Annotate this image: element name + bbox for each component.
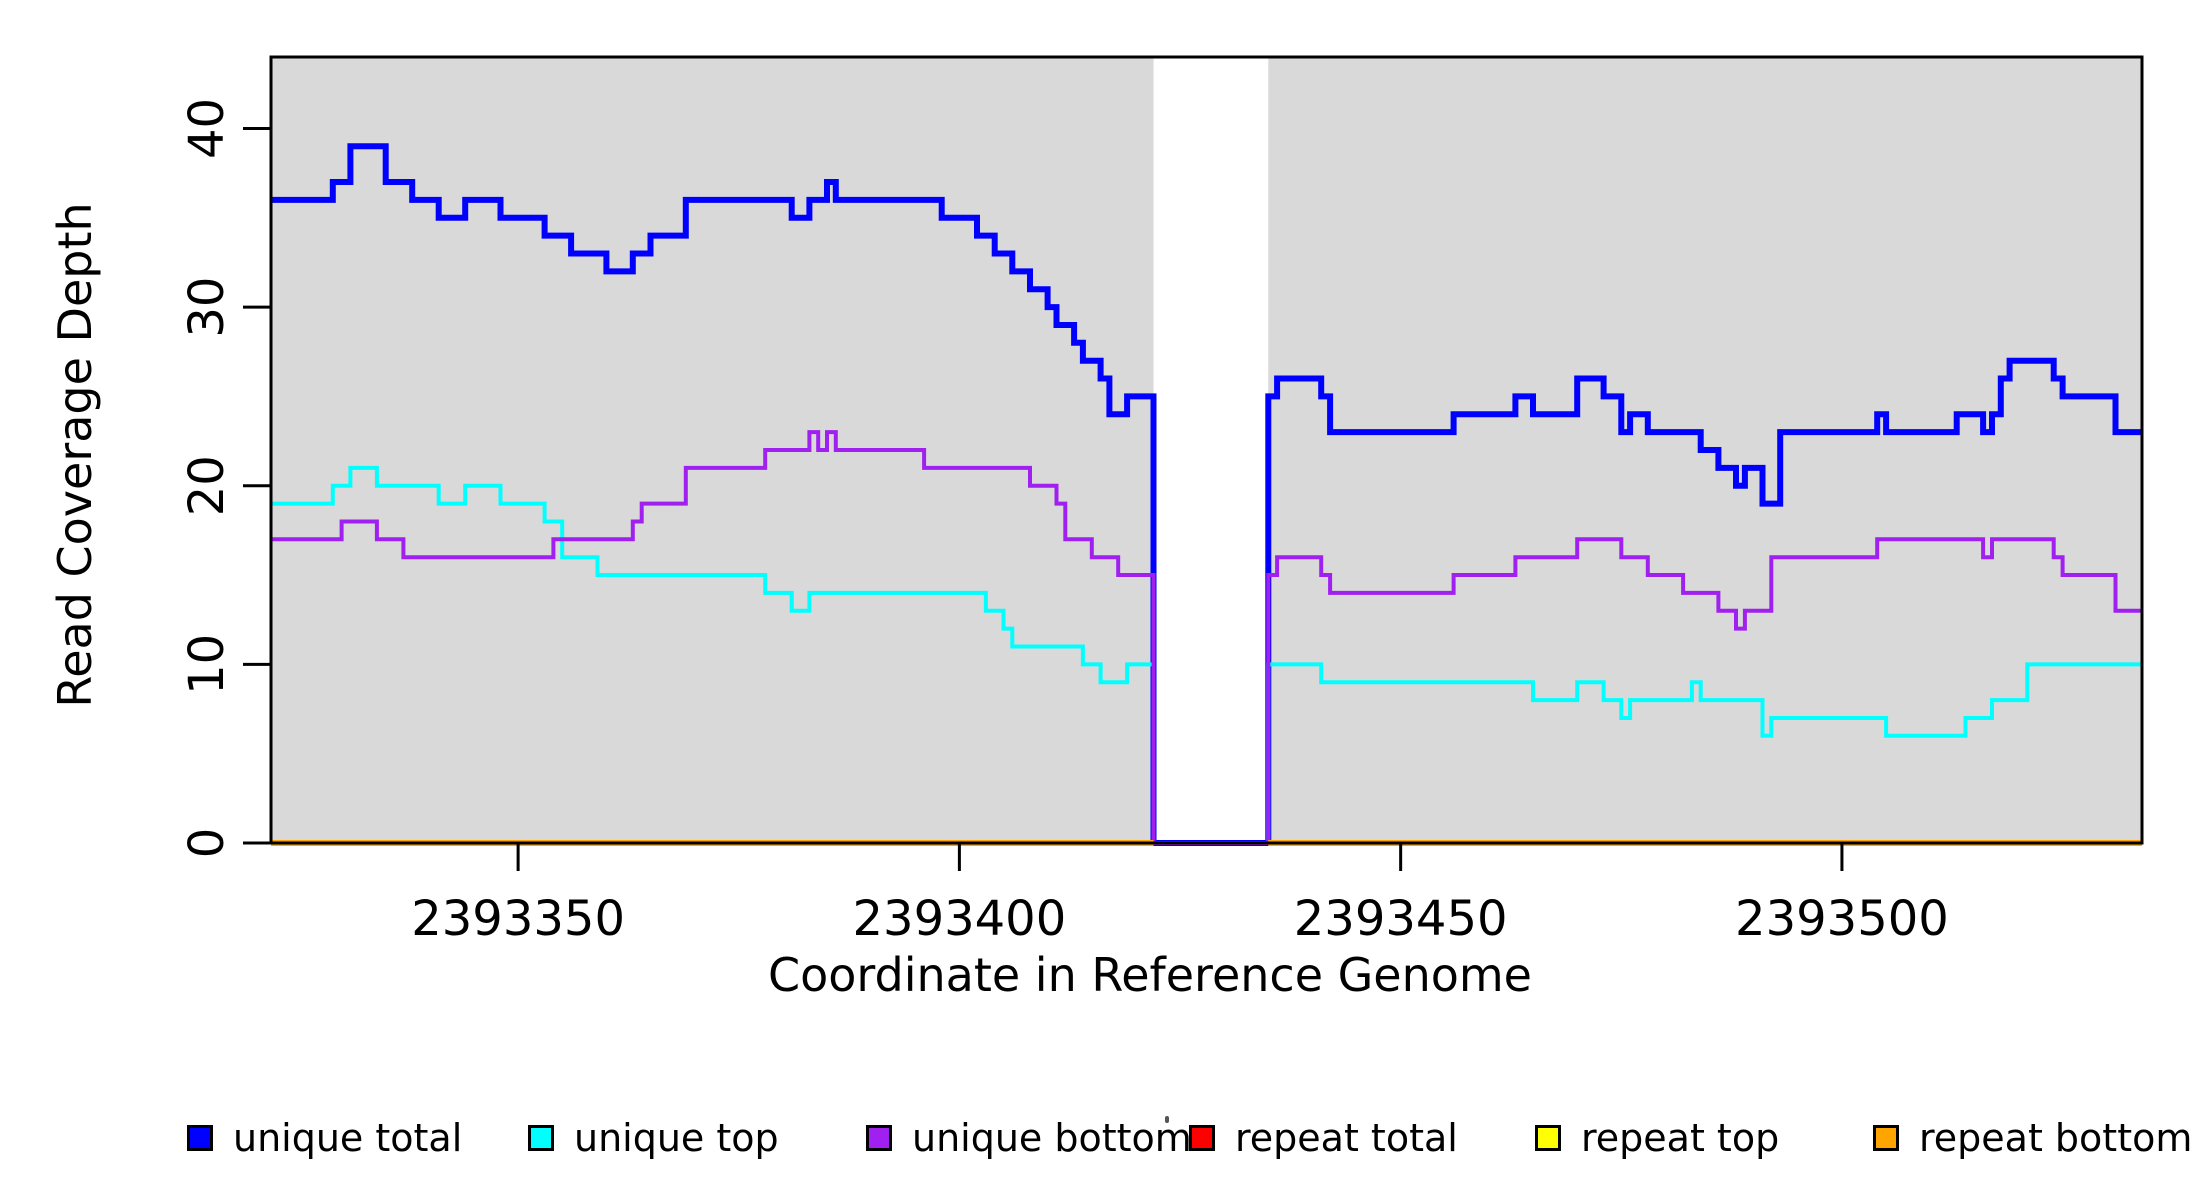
legend-label: unique top [574,1116,779,1160]
series-line-unique-total [271,143,2142,846]
coverage-region-background [271,57,1154,843]
series-line-unique-bottom [271,430,2142,845]
legend-item-repeat-top: repeat top [1535,1116,1780,1160]
x-axis-title: Coordinate in Reference Genome [768,948,1532,1002]
x-tick-label: 2393500 [1735,891,1949,947]
legend-label: unique total [233,1116,463,1160]
legend-item-repeat-bottom: repeat bottom [1873,1116,2193,1160]
stray-mark [1165,1116,1169,1123]
legend-item-unique-top: unique top [528,1116,779,1160]
legend-label: repeat bottom [1919,1116,2193,1160]
legend-swatch-unique-bottom-icon [866,1125,892,1151]
legend-item-unique-total: unique total [187,1116,463,1160]
legend-label: unique bottom [912,1116,1192,1160]
y-tick-label: 30 [179,277,235,338]
legend-swatch-repeat-total-icon [1189,1125,1215,1151]
legend-swatch-repeat-top-icon [1535,1125,1561,1151]
legend-label: repeat total [1235,1116,1458,1160]
legend-swatch-unique-top-icon [528,1125,554,1151]
legend-item-repeat-total: repeat total [1189,1116,1458,1160]
x-tick-label: 2393350 [411,891,625,947]
y-axis-title: Read Coverage Depth [48,202,102,708]
y-tick-label: 10 [179,634,235,695]
y-tick-label: 20 [179,455,235,516]
series-line-unique-top [271,465,2142,845]
x-tick-label: 2393450 [1294,891,1508,947]
legend-swatch-unique-total-icon [187,1125,213,1151]
y-tick-label: 0 [179,828,235,859]
x-tick-label: 2393400 [852,891,1066,947]
legend-item-unique-bottom: unique bottom [866,1116,1192,1160]
y-tick-label: 40 [179,98,235,159]
plot-border [269,55,2144,845]
legend-label: repeat top [1581,1116,1780,1160]
legend-swatch-repeat-bottom-icon [1873,1125,1899,1151]
